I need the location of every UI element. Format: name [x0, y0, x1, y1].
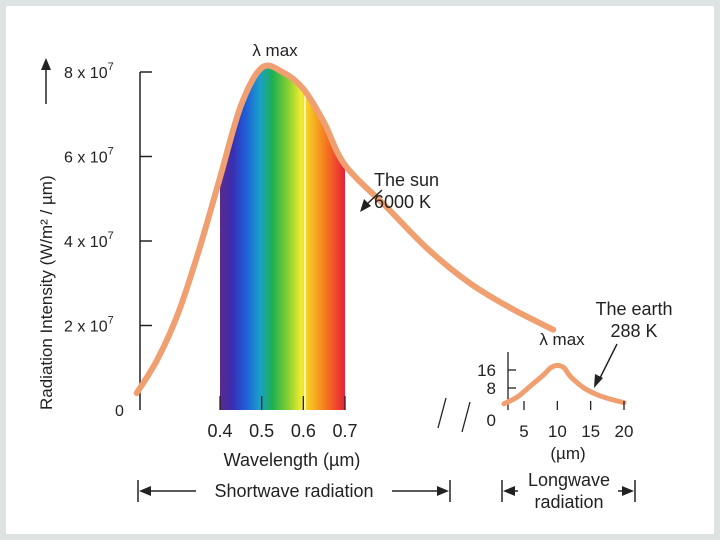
x-ticks: 0.4 0.5 0.6 0.7 [207, 396, 358, 441]
y-tick-label: 0 [115, 403, 124, 420]
inset-x-tick-label: 5 [519, 422, 528, 441]
y-tick-label: 2 x 107 [64, 315, 114, 336]
sun-label-arrow-line [365, 189, 383, 206]
y-arrow-head [41, 58, 51, 70]
earth-label-arrow-line [598, 343, 618, 381]
inset-y-tick-label: 16 [477, 361, 496, 380]
sun-peak-label: λ max [252, 41, 298, 60]
x-tick-label: 0.5 [249, 421, 274, 441]
earth-label-line2: 288 K [610, 321, 657, 341]
x-axis-label: Wavelength (µm) [224, 450, 361, 470]
inset-x-tick-label: 15 [581, 422, 600, 441]
y-ticks: 0 2 x 107 4 x 107 6 x 107 8 x 107 [64, 61, 152, 420]
inset-y-tick-label: 0 [487, 411, 496, 430]
earth-label-arrow-head [594, 374, 603, 388]
inset-x-ticks: 5 10 15 20 [519, 401, 633, 441]
y-tick-label: 4 x 107 [64, 230, 114, 251]
earth-peak-label: λ max [539, 330, 585, 349]
y-tick-label: 6 x 107 [64, 146, 114, 167]
x-tick-label: 0.7 [332, 421, 357, 441]
inset-y-tick-label: 8 [487, 379, 496, 398]
shortwave-label: Shortwave radiation [214, 481, 373, 501]
axis-break-mark-1 [437, 397, 447, 429]
longwave-label-line2: radiation [534, 492, 603, 512]
y-axis-label: Radiation Intensity (W/m² / µm) [37, 175, 56, 410]
inset-x-axis-label: (µm) [550, 444, 585, 463]
axis-break-mark-2 [461, 401, 471, 433]
sun-curve [133, 62, 557, 397]
sun-label-line2: 6000 K [374, 192, 431, 212]
y-axis-label-group: Radiation Intensity (W/m² / µm) [37, 175, 56, 410]
longwave-arrow-right-head [622, 486, 634, 496]
visible-spectrum-band [220, 65, 345, 410]
earth-curve [501, 363, 627, 407]
inset-x-tick-label: 10 [548, 422, 567, 441]
sun-chart: 0 2 x 107 4 x 107 6 x 107 8 x 107 Radiation … [37, 41, 557, 502]
longwave-label-line1: Longwave [528, 470, 610, 490]
earth-label-line1: The earth [595, 299, 672, 319]
longwave-arrow-left-head [503, 486, 515, 496]
inset-x-tick-label: 20 [615, 422, 634, 441]
x-tick-label: 0.6 [291, 421, 316, 441]
shortwave-arrow-right-head [437, 486, 449, 496]
x-tick-label: 0.4 [207, 421, 232, 441]
y-tick-label: 8 x 107 [64, 61, 114, 82]
sun-label-arrow-head [360, 199, 371, 212]
sun-label-line1: The sun [374, 170, 439, 190]
shortwave-arrow-left-head [139, 486, 151, 496]
inset-y-ticks: 0 816 [477, 361, 516, 430]
